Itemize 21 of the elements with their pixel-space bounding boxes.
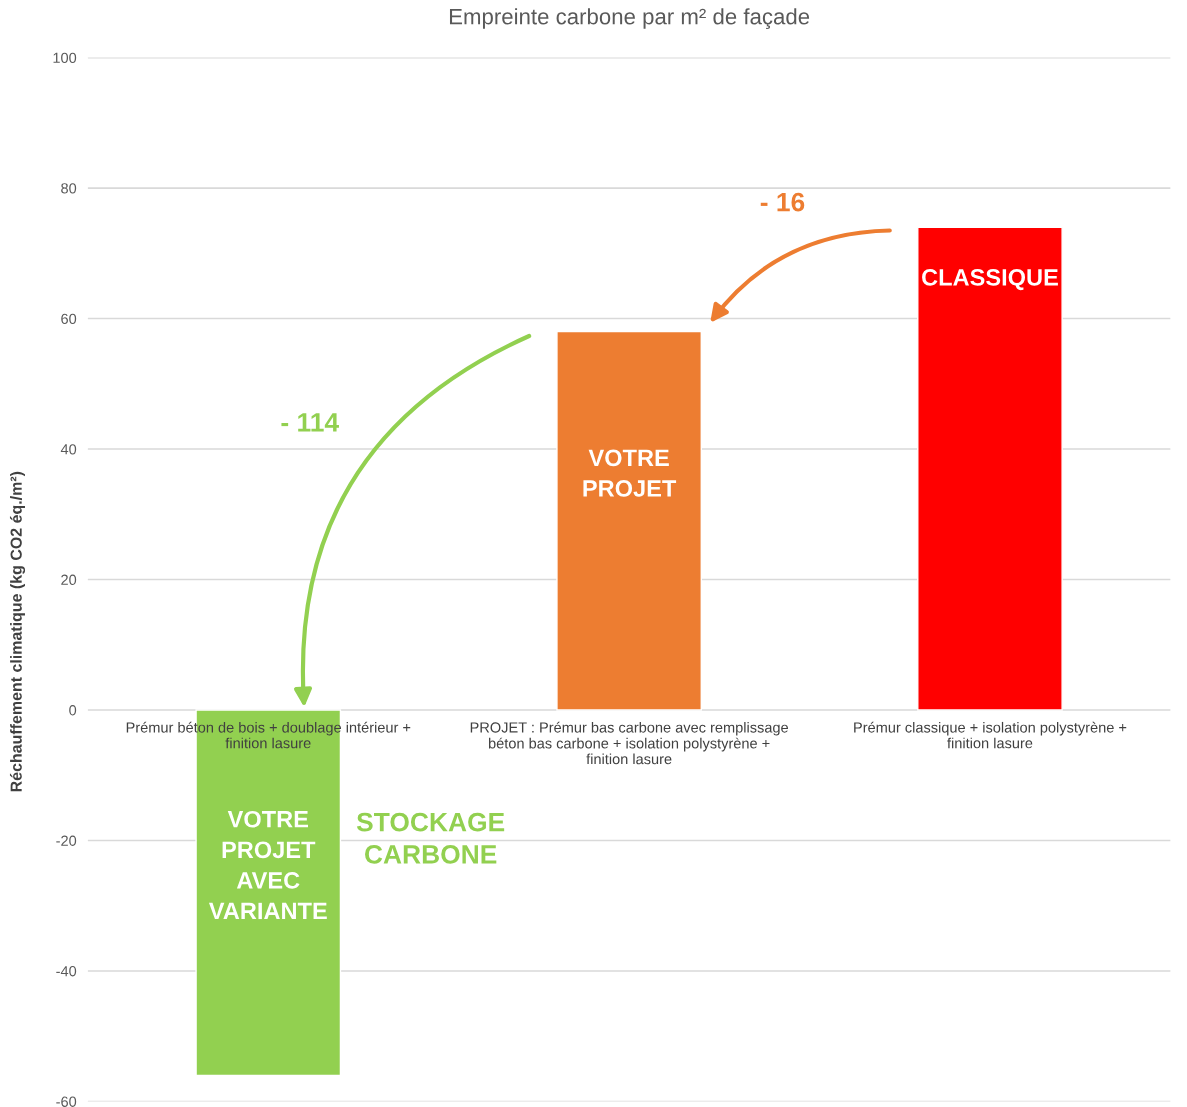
y-tick-label: 100 [53, 52, 77, 63]
x-tick-label: Prémur classique + isolation polystyrène + finition lasure [854, 721, 1127, 749]
annotation: - 16 [760, 192, 805, 212]
y-tick-label: 20 [61, 574, 77, 585]
annotation: VOTRE PROJET [583, 449, 677, 497]
chart-title: Empreinte carbone par m² de façade [449, 8, 810, 29]
annotation: VOTRE PROJET AVEC VARIANTE [208, 810, 327, 920]
y-tick-label: 40 [60, 444, 77, 455]
y-tick-label: -20 [56, 835, 77, 846]
y-tick-label: -60 [56, 1096, 77, 1107]
bar [917, 226, 1063, 711]
y-tick-label: 80 [61, 183, 77, 194]
bar [556, 330, 702, 711]
x-tick-label: PROJET : Prémur bas carbone avec remplissage béton bas carbone + isolation polystyrène + finition lasure [470, 721, 789, 765]
annotation: STOCKAGE CARBONE [356, 812, 505, 864]
y-tick-label: 0 [69, 705, 77, 716]
annotation: CLASSIQUE [922, 269, 1058, 291]
y-tick-label: 60 [61, 313, 77, 324]
y-axis-title: Réchauffement climatique (kg CO2 éq./m²) [9, 471, 26, 792]
annotation: - 114 [281, 413, 339, 432]
y-tick-label: -40 [56, 966, 77, 977]
